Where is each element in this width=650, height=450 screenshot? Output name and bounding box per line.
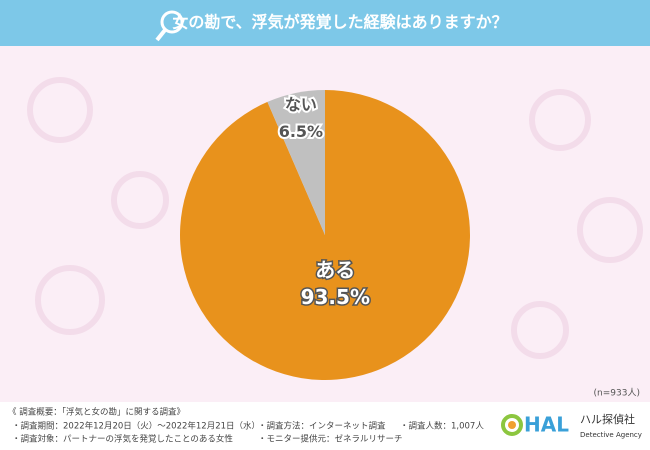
footer-panel bbox=[0, 402, 650, 450]
logo-name: ハル探偵社 bbox=[580, 412, 635, 426]
background-pattern bbox=[27, 77, 643, 359]
pie-slice bbox=[179, 90, 470, 380]
pie-slice bbox=[267, 90, 325, 235]
value-label: 93.5% bbox=[301, 285, 370, 309]
logo-sub: Detective Agency bbox=[580, 431, 642, 439]
header-bar bbox=[0, 0, 650, 46]
footer-heading: 《 調査概要：「浮気と女の勘」に関する調査》 bbox=[8, 407, 185, 418]
footer-item: ・調査方法：インターネット調査 bbox=[258, 421, 386, 432]
sample-note: (n=933人) bbox=[594, 388, 640, 399]
footer-item: ・調査対象：パートナーの浮気を発覚したことのある女性 bbox=[12, 434, 233, 445]
search-icon bbox=[155, 10, 184, 42]
footer-item: ・調査期間：2022年12月20日（火）～2022年12月21日（水） bbox=[12, 421, 260, 432]
footer-item: ・調査人数：1,007人 bbox=[400, 421, 484, 432]
chart-title: 女の勘で、浮気が発覚した経験はありますか？ bbox=[172, 13, 507, 32]
value-label: 6.5% bbox=[279, 122, 323, 141]
slice-label: ある bbox=[315, 258, 355, 282]
footer-item: ・モニター提供元：ゼネラルリサーチ bbox=[258, 434, 403, 445]
slice-label: ない bbox=[285, 95, 317, 114]
logo: HAL ハル探偵社 Detective Agency bbox=[501, 412, 642, 439]
logo-mark: HAL bbox=[524, 413, 569, 437]
